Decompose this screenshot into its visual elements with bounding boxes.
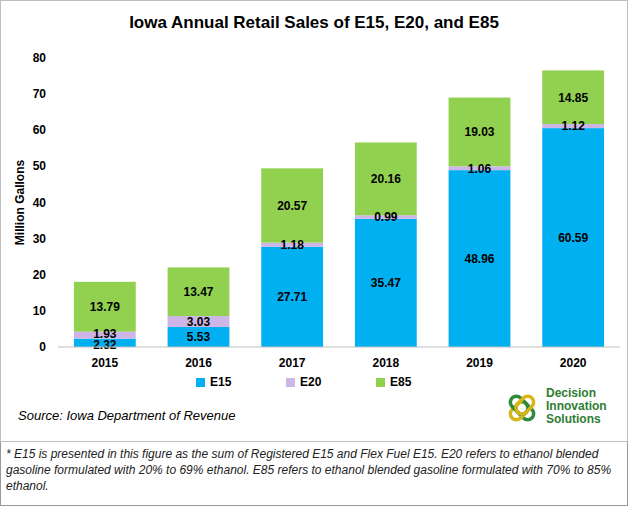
y-tick-label: 10 — [33, 304, 47, 318]
bar — [261, 168, 323, 242]
data-label: 5.53 — [187, 330, 211, 344]
logo-text: Decision — [546, 386, 596, 400]
y-tick-label: 30 — [33, 232, 47, 246]
logo-shape — [514, 394, 537, 417]
y-tick-label: 70 — [33, 87, 47, 101]
y-tick-label: 80 — [33, 51, 47, 65]
data-label: 48.96 — [464, 252, 494, 266]
bars — [74, 70, 604, 347]
source: Source: Iowa Department of Revenue — [18, 408, 236, 423]
data-labels: 2.321.9313.795.533.0313.4727.711.1820.57… — [90, 91, 589, 352]
data-label: 60.59 — [558, 231, 588, 245]
chart-frame — [1, 1, 628, 442]
bar — [168, 267, 230, 316]
x-tick-label: 2015 — [91, 356, 118, 370]
title: Iowa Annual Retail Sales of E15, E20, an… — [129, 13, 499, 32]
x-axis-line — [58, 347, 620, 348]
data-label: 20.57 — [277, 199, 307, 213]
data-label: 35.47 — [371, 276, 401, 290]
x-tick-label: 2016 — [185, 356, 212, 370]
bar — [449, 98, 511, 167]
bar — [355, 219, 417, 347]
data-label: 1.93 — [93, 327, 117, 341]
x-tick-label: 2018 — [372, 356, 399, 370]
data-label: 1.18 — [280, 238, 304, 252]
legend-label: E85 — [390, 375, 412, 389]
y-tick-label: 0 — [39, 340, 46, 354]
logo-icon — [508, 394, 536, 422]
bar — [542, 70, 604, 124]
bar — [168, 327, 230, 347]
bar — [355, 142, 417, 215]
data-label: 19.03 — [464, 125, 494, 139]
data-label: 13.79 — [90, 300, 120, 314]
y-tick-label: 40 — [33, 196, 47, 210]
legend-swatch — [286, 378, 295, 387]
y-axis-label: Million Gallons — [13, 160, 27, 246]
data-label: 0.99 — [374, 210, 398, 224]
bar — [74, 282, 136, 332]
logo-text: Innovation — [546, 399, 607, 413]
x-tick-label: 2020 — [560, 356, 587, 370]
data-label: 14.85 — [558, 91, 588, 105]
data-label: 1.06 — [468, 162, 492, 176]
footnote: * E15 is presented in this figure as the… — [6, 446, 618, 494]
logo-text: Solutions — [546, 412, 601, 426]
data-label: 3.03 — [187, 315, 211, 329]
data-label: 1.12 — [561, 119, 585, 133]
y-tick-label: 20 — [33, 268, 47, 282]
data-label: 13.47 — [183, 285, 213, 299]
y-tick-label: 50 — [33, 159, 47, 173]
x-tick-label: 2019 — [466, 356, 493, 370]
legend-label: E15 — [210, 375, 232, 389]
bar — [261, 247, 323, 347]
bar — [449, 170, 511, 347]
chart: Iowa Annual Retail Sales of E15, E20, an… — [0, 0, 628, 442]
data-label: 20.16 — [371, 172, 401, 186]
legend-swatch — [376, 378, 385, 387]
data-label: 27.71 — [277, 290, 307, 304]
legend-swatch — [196, 378, 205, 387]
x-tick-label: 2017 — [279, 356, 306, 370]
y-tick-label: 60 — [33, 123, 47, 137]
bar — [542, 128, 604, 347]
legend-label: E20 — [300, 375, 322, 389]
